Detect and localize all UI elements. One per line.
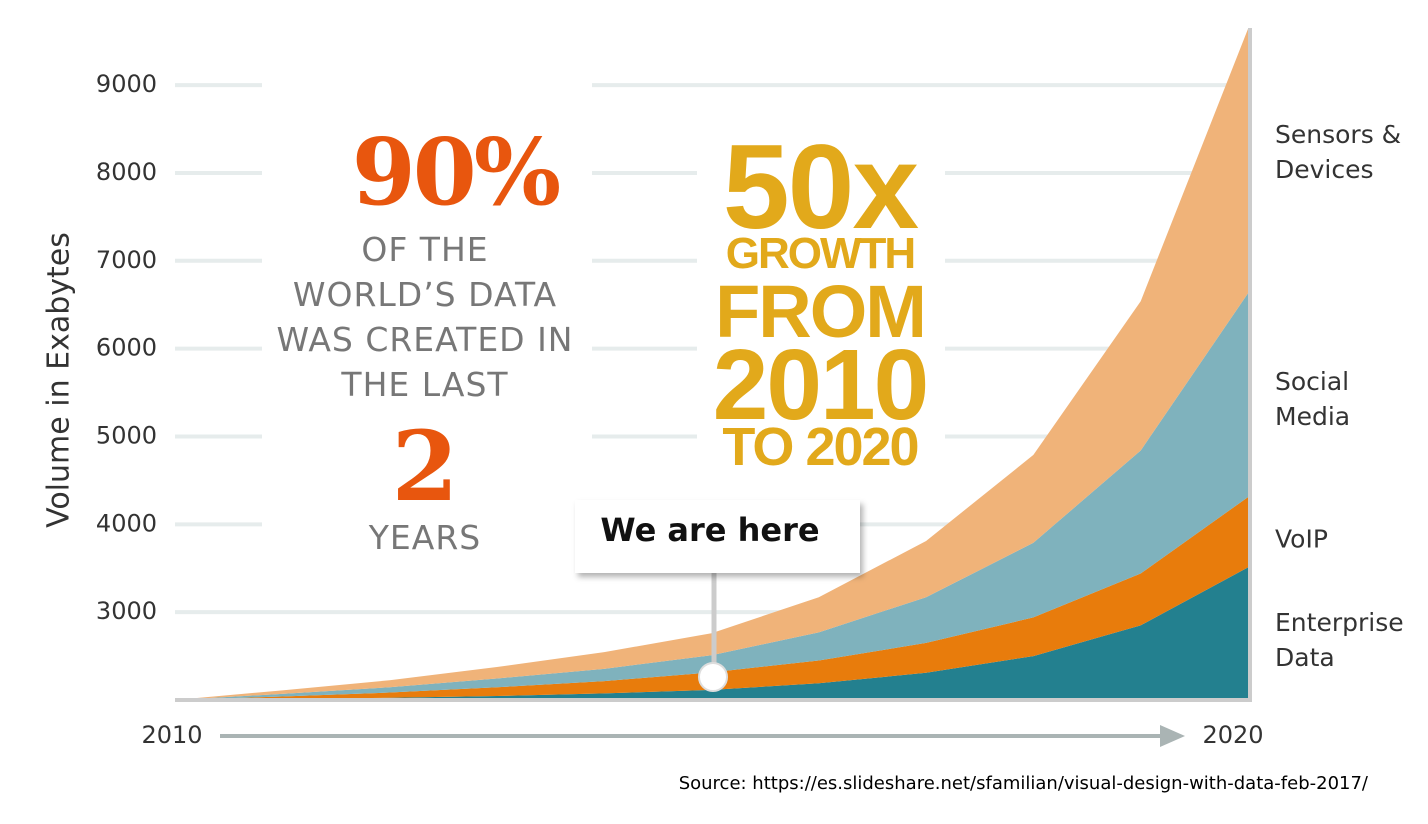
marker-box: [575, 500, 860, 573]
legend-label: VoIP: [1275, 524, 1328, 554]
growth-text: FROM: [715, 270, 927, 353]
area: [175, 293, 1248, 700]
area: [175, 567, 1248, 700]
big-stat: 90%: [351, 118, 561, 226]
stat-text: OF THE: [361, 230, 489, 269]
x-tick-label: 2020: [1202, 721, 1263, 749]
y-tick-label: 5000: [96, 421, 157, 449]
x-arrow-head: [1160, 725, 1185, 747]
text-backdrop: [262, 60, 592, 560]
y-tick-label: 3000: [96, 597, 157, 625]
growth-text: TO 2020: [722, 417, 919, 477]
y-tick-label: 9000: [96, 70, 157, 98]
y-axis-label: Volume in Exabytes: [42, 232, 77, 528]
stat-unit: YEARS: [368, 518, 482, 557]
stat-text: WAS CREATED IN: [276, 320, 574, 359]
stat-text: THE LAST: [341, 365, 509, 404]
growth-big: 50x: [722, 120, 919, 254]
marker-dot: [698, 662, 728, 692]
legend-label: Enterprise Data: [1275, 608, 1404, 672]
legend-label: Sensors & Devices: [1275, 120, 1402, 184]
growth-text: GROWTH: [725, 229, 916, 278]
marker-label: We are here: [600, 511, 819, 549]
area: [175, 497, 1248, 700]
stat-text: WORLD’S DATA: [292, 275, 558, 314]
y-tick-label: 7000: [96, 246, 157, 274]
big-number: 2: [391, 410, 459, 523]
growth-text: 2010: [712, 329, 929, 441]
y-tick-label: 6000: [96, 334, 157, 362]
y-tick-label: 8000: [96, 158, 157, 186]
y-tick-label: 4000: [96, 509, 157, 537]
area: [175, 28, 1248, 701]
text-backdrop: [697, 120, 945, 475]
x-tick-label: 2010: [141, 721, 202, 749]
source: Source: https://es.slideshare.net/sfamil…: [679, 773, 1369, 794]
legend-label: Social Media: [1275, 367, 1351, 431]
